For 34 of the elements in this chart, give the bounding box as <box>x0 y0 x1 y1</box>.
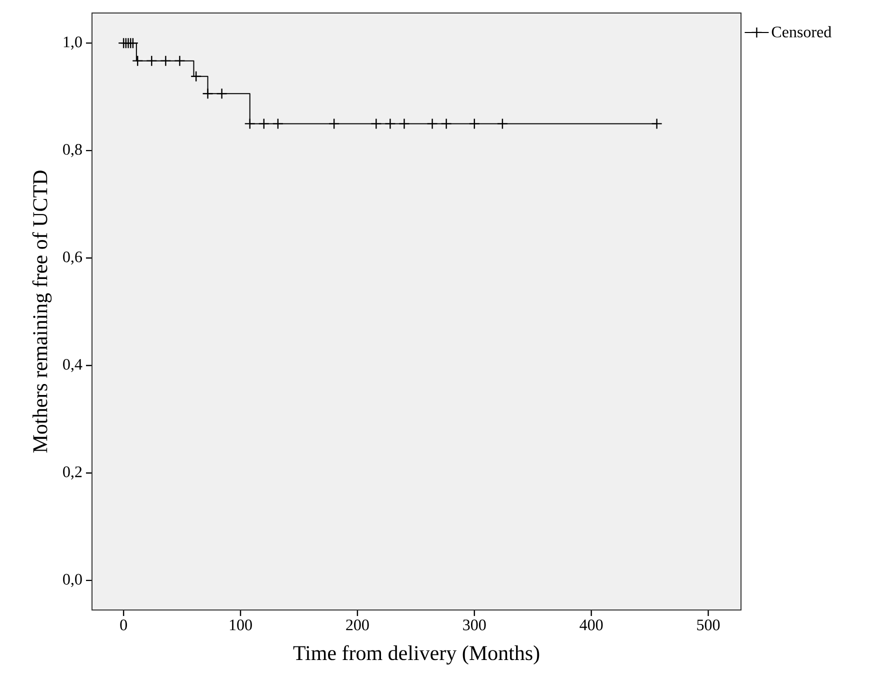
x-tick-label: 300 <box>463 620 486 630</box>
point <box>244 118 256 130</box>
x-tick-label: 200 <box>346 620 369 630</box>
point <box>328 118 340 130</box>
x-tick-label: 400 <box>580 620 603 630</box>
point <box>384 118 396 130</box>
point <box>190 70 202 82</box>
x-tick-label: 500 <box>697 620 720 630</box>
point <box>496 118 508 130</box>
y-tick-label: 0,0 <box>63 574 82 587</box>
x-tick-label: 0 <box>120 620 127 630</box>
point <box>370 118 382 130</box>
point <box>202 88 214 100</box>
point <box>272 118 284 130</box>
point <box>258 118 270 130</box>
point <box>468 118 480 130</box>
point <box>440 118 452 130</box>
y-tick-label: 0,8 <box>63 144 82 158</box>
y-tick-label: 1,0 <box>64 36 82 50</box>
point <box>398 118 410 130</box>
y-tick-label: 0,6 <box>63 251 82 265</box>
point <box>146 55 158 66</box>
point <box>160 55 172 66</box>
point <box>426 118 438 130</box>
x-axis-title: Time from delivery (Months) <box>293 645 540 665</box>
y-axis-title: Mothers remaining free of UCTD <box>32 170 52 453</box>
point <box>132 55 144 66</box>
y-tick-label: 0,2 <box>63 466 82 480</box>
point <box>174 55 186 66</box>
y-tick-label: 0,4 <box>63 358 82 372</box>
point <box>216 88 228 100</box>
point <box>651 118 662 130</box>
legend-label: Censored <box>772 26 832 38</box>
x-tick-label: 100 <box>230 620 252 630</box>
